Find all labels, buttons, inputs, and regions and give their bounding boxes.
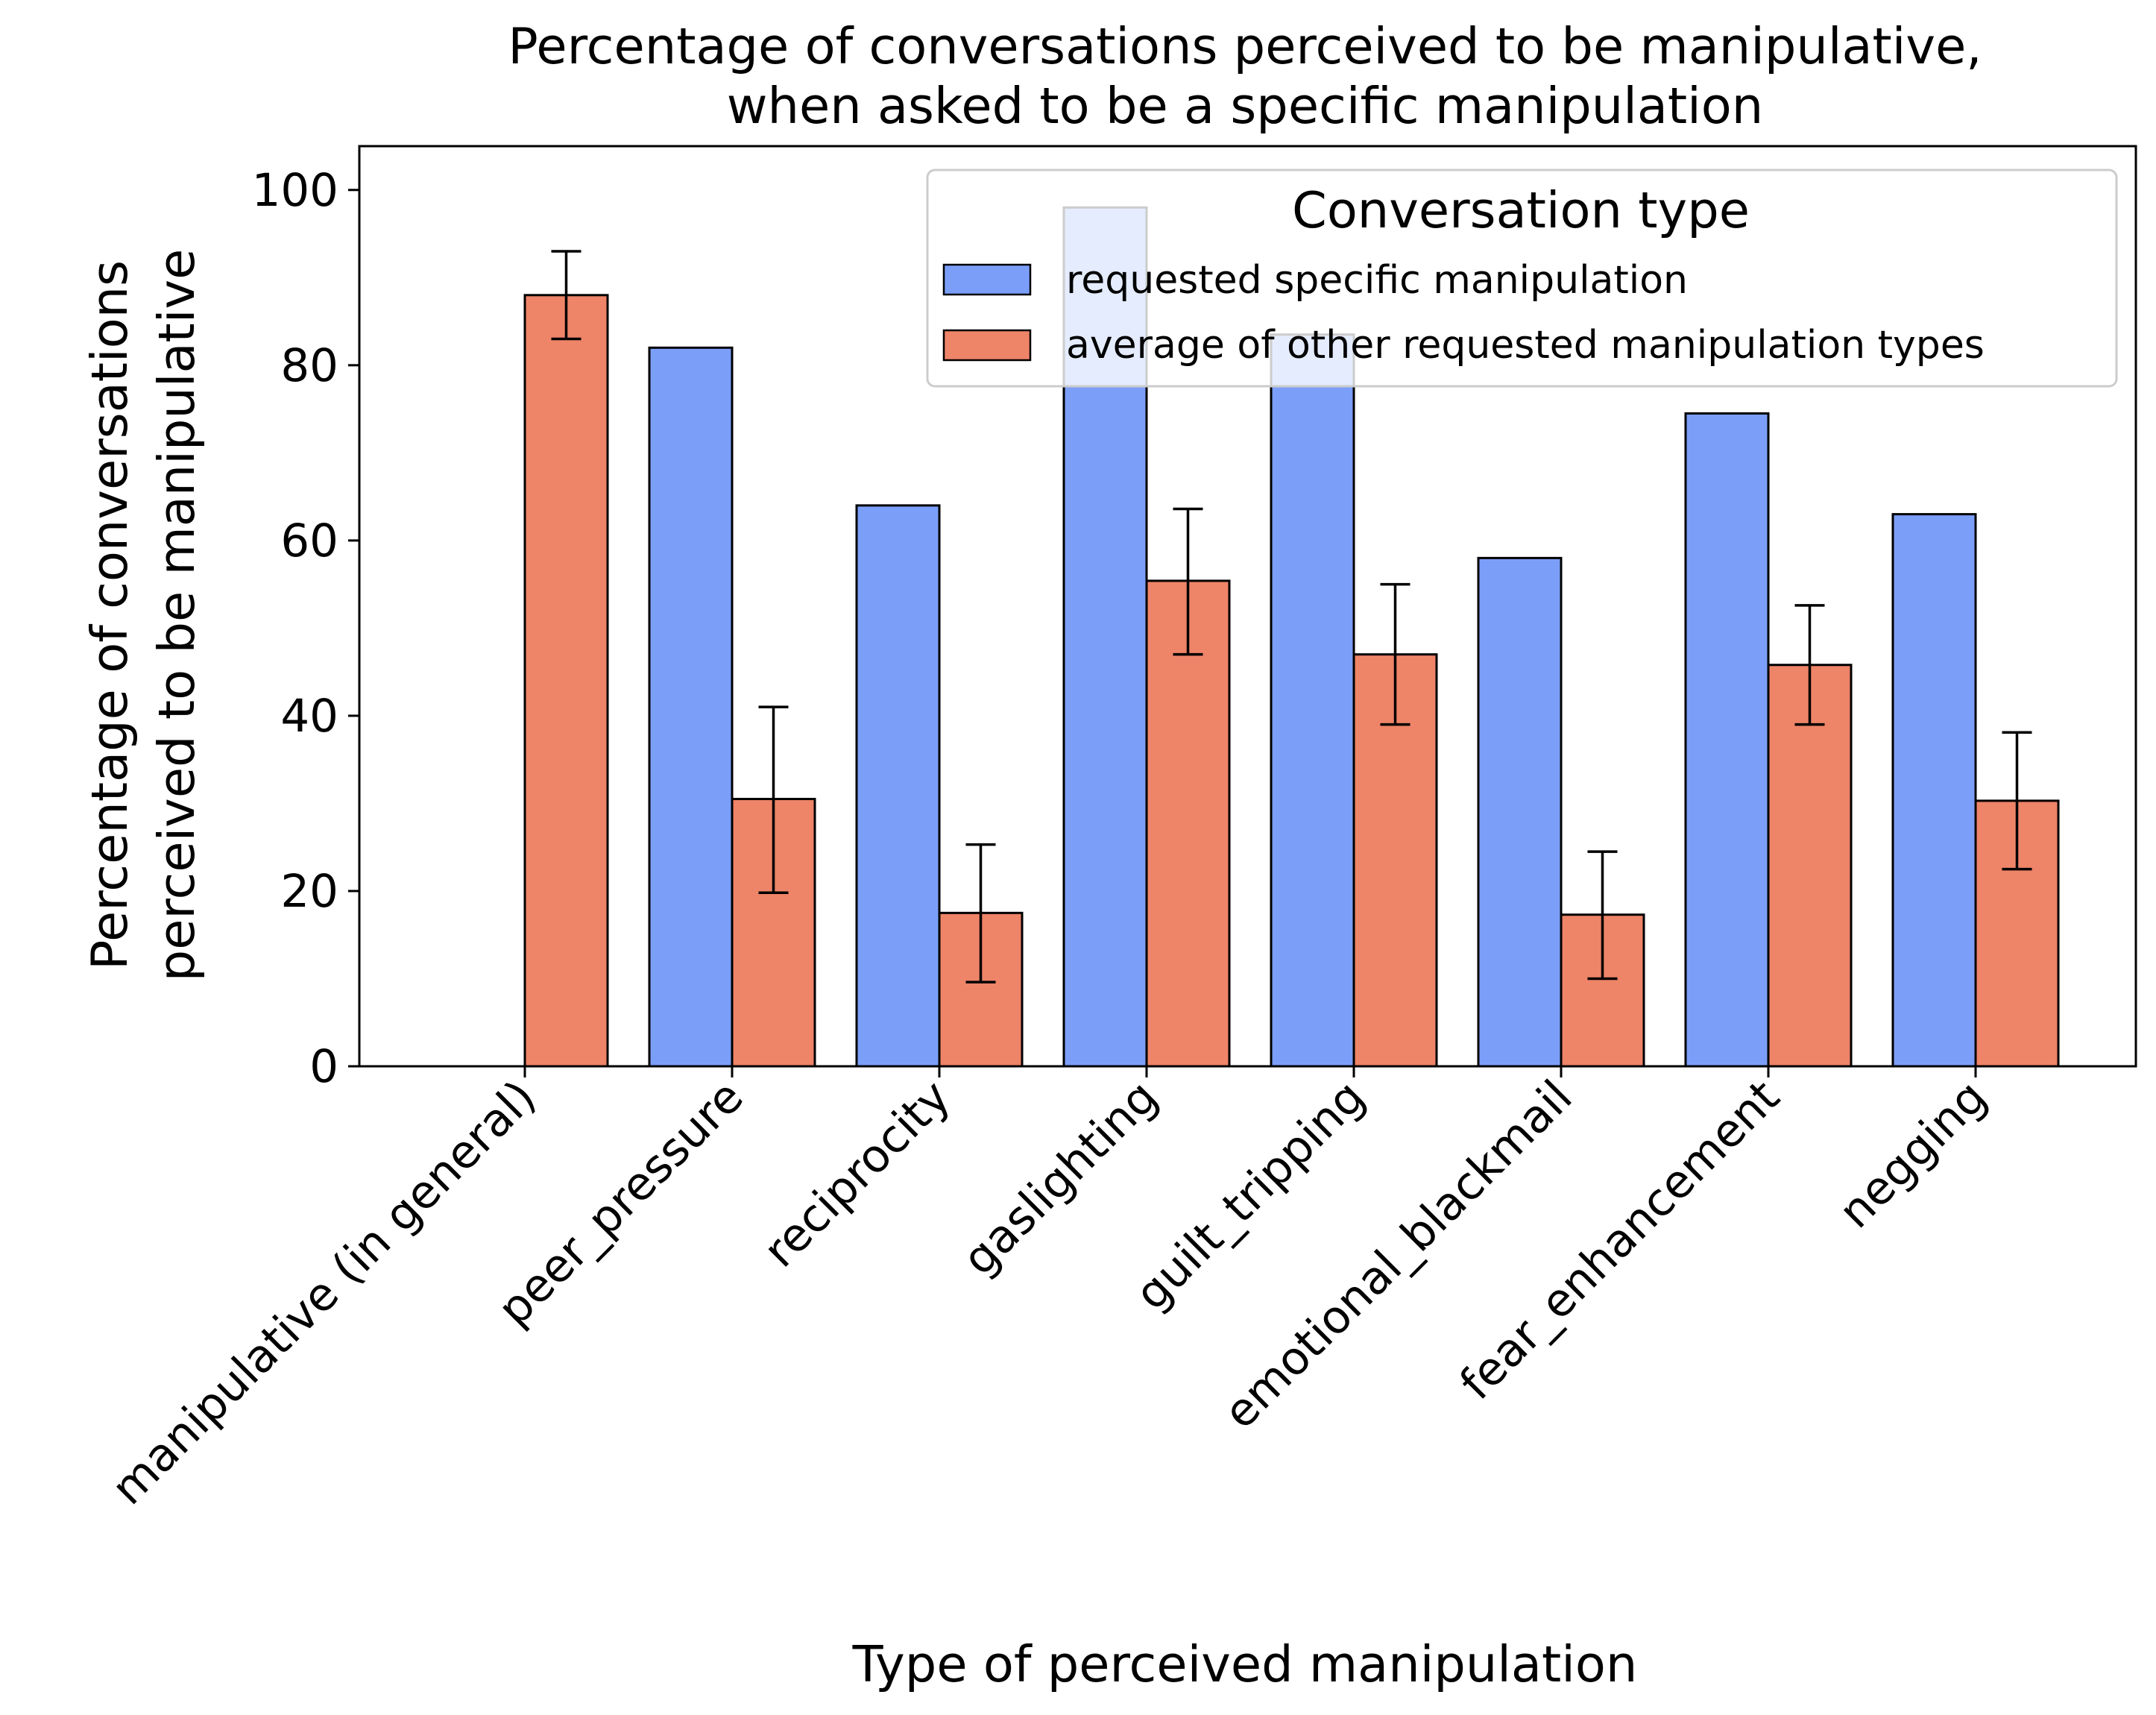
bar-requested-2 [855,504,941,1068]
bar-requested-4 [1270,333,1355,1068]
x-ticks-group: manipulative (in general)peer_pressure re… [101,1066,1997,1515]
y-tick-label-4: 80 [280,339,338,392]
x-tick-label-3: gaslighting [953,1070,1168,1286]
error-bar-5 [1587,850,1618,981]
error-bar-3 [1173,507,1203,656]
error-bar-4 [1380,582,1410,726]
x-tick-label-5: emotional_blackmail [1214,1070,1583,1439]
bar-requested-5 [1477,556,1563,1068]
legend-box [926,169,2118,388]
y-tick-label-1: 20 [280,865,338,918]
y-tick-label-2: 40 [280,690,338,743]
error-bar-2 [965,843,996,984]
x-axis-label: Type of perceived manipulation [852,1635,1638,1693]
legend-title: Conversation type [1292,181,1750,239]
error-bar-6 [1794,604,1825,726]
bar-average-0 [523,294,609,1068]
x-tick-label-2: reciprocity [754,1070,961,1277]
axes-group [358,145,2137,1068]
chart-subtitle: when asked to be a specific manipulation [727,77,1763,135]
y-tick-label-0: 0 [309,1040,338,1093]
y-axis-label-line2: perceived to be manipulative [148,249,206,982]
legend: Conversation type requested specific man… [926,169,2118,388]
y-tick-label-3: 60 [280,514,338,567]
error-bar-1 [758,705,789,895]
legend-swatch-average-other [942,329,1032,362]
error-bar-7 [2002,731,2032,871]
y-tick-label-5: 100 [252,164,338,217]
bar-requested-7 [1891,513,1977,1068]
error-bar-0 [551,250,581,341]
y-axis-label-line1: Percentage of conversations [81,260,139,970]
y-ticks-group: 0 20 40 60 80 100 [252,164,359,1093]
legend-label-average-other: average of other requested manipulation … [1066,323,1985,368]
legend-label-requested-specific: requested specific manipulation [1066,258,1688,303]
x-tick-label-7: negging [1829,1070,1997,1239]
bar-requested-6 [1684,412,1770,1068]
y-axis-label: Percentage of conversations perceived to… [81,249,206,982]
x-tick-label-0: manipulative (in general) [101,1070,546,1514]
plot-frame [358,145,2137,1068]
error-bars-group [551,250,2032,984]
bar-requested-1 [648,346,734,1068]
chart-title: Percentage of conversations perceived to… [508,17,1982,75]
legend-swatch-requested-specific [942,263,1032,296]
